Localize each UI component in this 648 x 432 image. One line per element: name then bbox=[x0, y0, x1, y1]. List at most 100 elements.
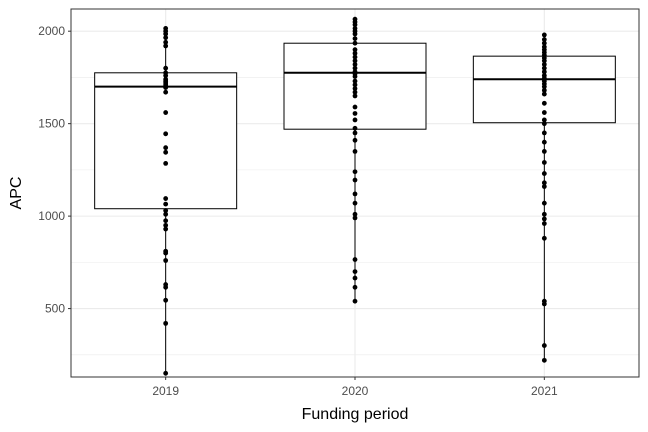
data-point bbox=[352, 40, 358, 46]
data-point bbox=[541, 91, 547, 97]
data-point bbox=[352, 200, 358, 206]
data-point bbox=[541, 40, 547, 46]
x-tick-label: 2019 bbox=[152, 384, 179, 398]
data-point bbox=[163, 35, 169, 41]
y-tick-label: 1000 bbox=[38, 209, 65, 223]
x-tick-label: 2020 bbox=[342, 384, 369, 398]
data-point bbox=[541, 58, 547, 64]
box-iqr bbox=[94, 72, 238, 210]
data-point bbox=[352, 54, 358, 60]
data-point bbox=[352, 89, 358, 95]
data-point bbox=[352, 50, 358, 56]
y-tick-label: 2000 bbox=[38, 24, 65, 38]
data-point bbox=[541, 200, 547, 206]
data-point bbox=[163, 196, 169, 201]
data-point bbox=[352, 137, 358, 143]
data-point bbox=[541, 32, 547, 38]
data-point bbox=[352, 47, 358, 53]
data-point bbox=[541, 130, 547, 136]
y-tick-label: 1500 bbox=[38, 117, 65, 131]
data-point bbox=[163, 284, 169, 290]
data-point bbox=[541, 221, 547, 226]
data-point bbox=[352, 117, 358, 123]
data-point bbox=[541, 84, 547, 90]
data-point bbox=[163, 208, 169, 213]
data-point bbox=[163, 226, 169, 232]
data-point bbox=[163, 145, 169, 151]
point-layer bbox=[163, 16, 547, 376]
data-point bbox=[163, 73, 169, 78]
data-point bbox=[163, 149, 169, 155]
tick-layer: 500 1000 1500 2000 2019 2020 2021 bbox=[38, 24, 558, 398]
data-point bbox=[352, 104, 358, 110]
data-point bbox=[352, 125, 358, 131]
data-point bbox=[541, 235, 547, 241]
data-point bbox=[541, 121, 547, 127]
data-point bbox=[163, 201, 169, 207]
data-point bbox=[541, 110, 547, 115]
y-axis-title: APC bbox=[8, 177, 25, 210]
data-point bbox=[352, 177, 358, 183]
data-point bbox=[352, 111, 358, 116]
data-point bbox=[163, 250, 169, 256]
data-point bbox=[163, 31, 169, 37]
data-point bbox=[541, 139, 547, 145]
x-axis-title: Funding period bbox=[302, 406, 409, 423]
data-point bbox=[352, 22, 358, 28]
data-point bbox=[352, 78, 358, 84]
data-point bbox=[541, 148, 547, 154]
data-point bbox=[541, 357, 547, 363]
data-point bbox=[163, 65, 169, 71]
data-point bbox=[352, 211, 358, 217]
data-point bbox=[163, 211, 169, 217]
data-point bbox=[352, 65, 358, 71]
data-point bbox=[163, 218, 169, 224]
data-point bbox=[352, 36, 358, 41]
data-point bbox=[163, 297, 169, 303]
data-point bbox=[541, 343, 547, 348]
data-point bbox=[541, 100, 547, 106]
data-point bbox=[352, 82, 358, 88]
data-point bbox=[163, 89, 169, 95]
data-point bbox=[352, 275, 358, 281]
data-point bbox=[163, 43, 169, 49]
data-point bbox=[163, 320, 169, 326]
data-point bbox=[541, 301, 547, 307]
data-point bbox=[352, 215, 358, 221]
data-point bbox=[352, 31, 358, 37]
data-point bbox=[352, 169, 358, 175]
data-point bbox=[541, 37, 547, 42]
data-point bbox=[163, 85, 169, 90]
data-point bbox=[352, 284, 358, 290]
data-point bbox=[541, 216, 547, 222]
data-point bbox=[163, 110, 169, 115]
data-point bbox=[352, 93, 358, 99]
data-point bbox=[541, 171, 547, 176]
data-point bbox=[352, 269, 358, 274]
x-tick-label: 2021 bbox=[531, 384, 558, 398]
data-point bbox=[163, 258, 169, 263]
data-point bbox=[541, 160, 547, 165]
data-point bbox=[352, 191, 358, 197]
data-point bbox=[163, 39, 169, 45]
data-point bbox=[163, 161, 169, 166]
data-point bbox=[541, 87, 547, 93]
data-point bbox=[352, 74, 358, 79]
data-point bbox=[541, 184, 547, 189]
data-point bbox=[163, 370, 169, 376]
data-point bbox=[541, 65, 547, 71]
data-point bbox=[352, 298, 358, 304]
data-point bbox=[163, 131, 169, 137]
data-point bbox=[352, 62, 358, 67]
data-point bbox=[541, 62, 547, 67]
data-point bbox=[541, 69, 547, 75]
data-point bbox=[352, 130, 358, 136]
data-point bbox=[352, 58, 358, 64]
data-point bbox=[163, 222, 169, 228]
y-tick-label: 500 bbox=[45, 302, 65, 316]
data-point bbox=[352, 86, 358, 91]
data-point bbox=[352, 148, 358, 154]
data-point bbox=[541, 180, 547, 186]
data-point bbox=[352, 257, 358, 262]
